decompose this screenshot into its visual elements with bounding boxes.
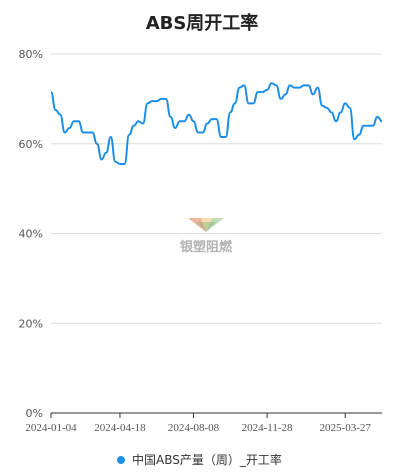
grid-lines bbox=[51, 53, 382, 324]
y-tick-label: 60% bbox=[19, 138, 43, 151]
y-tick-label: 80% bbox=[19, 48, 43, 61]
series-line bbox=[50, 82, 383, 165]
logo-icon bbox=[188, 218, 224, 232]
x-tick-label: 2025-03-27 bbox=[320, 422, 372, 434]
x-tick-label: 2024-11-28 bbox=[242, 422, 293, 434]
chart-title: ABS周开工率 bbox=[146, 12, 259, 34]
x-axis: 2024-01-04 2024-04-18 2024-08-08 2024-11-28… bbox=[25, 412, 382, 434]
y-tick-label: 0% bbox=[26, 407, 43, 420]
y-axis-ticks: 0% 20% 40% 60% 80% bbox=[19, 48, 43, 420]
x-tick-label: 2024-01-04 bbox=[25, 422, 77, 434]
watermark-logo: 银塑阻燃 bbox=[180, 218, 233, 255]
y-tick-label: 40% bbox=[19, 228, 43, 241]
legend-marker bbox=[117, 456, 125, 464]
series-group bbox=[50, 82, 383, 165]
watermark-text: 银塑阻燃 bbox=[180, 239, 233, 255]
x-tick-label: 2024-04-18 bbox=[94, 422, 146, 434]
y-tick-label: 20% bbox=[19, 317, 43, 330]
legend[interactable]: 中国ABS产量（周）_开工率 bbox=[117, 452, 282, 467]
legend-label: 中国ABS产量（周）_开工率 bbox=[132, 452, 282, 467]
x-tick-label: 2024-08-08 bbox=[168, 422, 220, 434]
